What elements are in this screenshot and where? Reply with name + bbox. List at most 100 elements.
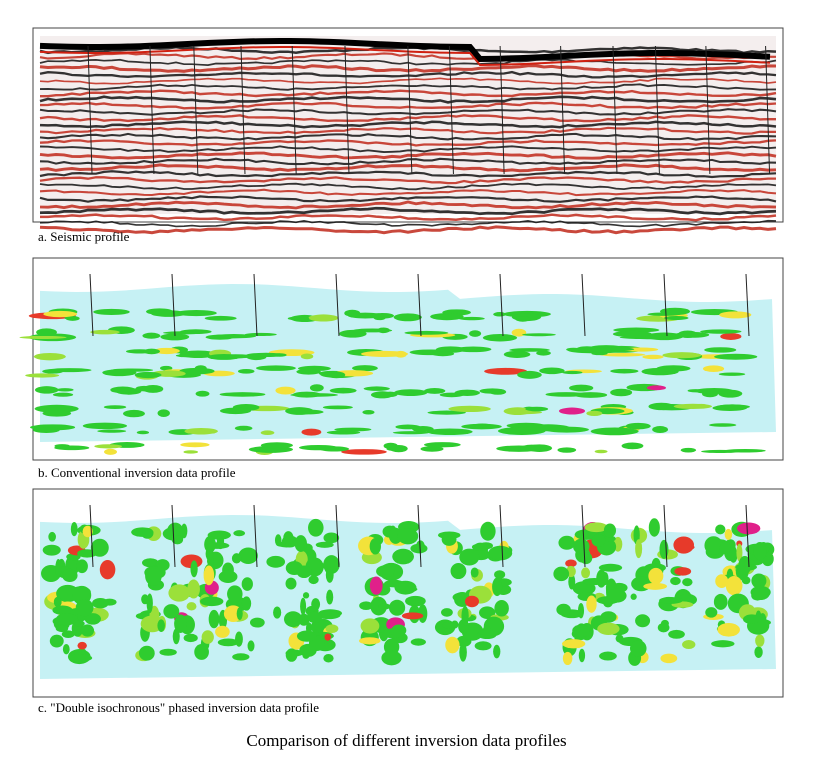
inversion-blob xyxy=(459,642,467,662)
inversion-blob xyxy=(219,392,266,397)
inversion-blob xyxy=(652,426,669,434)
inversion-blob xyxy=(49,634,64,648)
inversion-blob xyxy=(558,535,576,550)
inversion-blob xyxy=(61,630,75,639)
inversion-blob xyxy=(296,368,321,375)
inversion-blob xyxy=(323,532,340,544)
seismic-reflector xyxy=(40,89,777,98)
inversion-blob xyxy=(183,450,199,454)
inversion-blob xyxy=(238,547,258,564)
inversion-blob xyxy=(591,351,608,356)
inversion-blob xyxy=(344,309,361,317)
inversion-blob xyxy=(586,595,597,613)
seismic-reflector xyxy=(39,182,777,191)
inversion-blob xyxy=(207,353,241,360)
inversion-blob xyxy=(194,644,209,660)
seismic-reflector xyxy=(39,170,777,179)
inversion-blob xyxy=(241,577,253,591)
well-trace xyxy=(149,45,155,175)
inversion-blob xyxy=(704,536,723,555)
inversion-blob xyxy=(301,428,322,436)
inversion-blob xyxy=(494,570,506,579)
inversion-blob xyxy=(404,330,449,335)
well-trace xyxy=(581,504,586,568)
seismic-reflector xyxy=(39,132,777,141)
inversion-blob xyxy=(741,576,751,585)
inversion-blob xyxy=(142,558,159,568)
inversion-blob xyxy=(102,369,137,377)
inversion-blob xyxy=(470,567,479,578)
inversion-blob xyxy=(308,518,324,537)
inversion-blob xyxy=(674,567,692,576)
inversion-blob xyxy=(56,388,74,392)
inversion-blob xyxy=(180,442,210,448)
inversion-blob xyxy=(630,593,637,600)
seismic-reflector xyxy=(39,145,777,154)
inversion-blob xyxy=(296,630,317,642)
inversion-blob xyxy=(325,567,334,583)
inversion-blob xyxy=(656,365,691,372)
inversion-blob xyxy=(308,314,339,322)
inversion-blob xyxy=(352,365,378,372)
inversion-blob xyxy=(241,596,252,611)
inversion-blob xyxy=(34,404,79,413)
inversion-blob xyxy=(123,409,145,418)
inversion-blob xyxy=(439,392,464,398)
inversion-blob xyxy=(266,555,286,568)
seismic-reflector xyxy=(39,157,777,166)
inversion-blob xyxy=(484,367,528,375)
inversion-blob xyxy=(54,445,90,451)
well-trace xyxy=(499,273,504,337)
inversion-blob xyxy=(234,425,253,431)
inversion-blob xyxy=(19,335,67,339)
well-trace xyxy=(87,45,93,175)
inversion-blob xyxy=(76,559,88,574)
inversion-blob xyxy=(729,547,738,563)
inversion-blob xyxy=(394,350,407,358)
seismic-reflector xyxy=(39,77,777,85)
seismic-reflector xyxy=(39,176,776,185)
inversion-blob xyxy=(591,534,606,547)
well-trace xyxy=(253,504,258,568)
inversion-blob xyxy=(603,523,617,538)
inversion-blob xyxy=(200,596,224,607)
inversion-blob xyxy=(283,611,303,628)
seismic-reflector xyxy=(39,206,777,216)
inversion-blob xyxy=(168,584,190,602)
inversion-blob xyxy=(670,576,681,586)
inversion-blob xyxy=(482,334,518,342)
inversion-blob xyxy=(274,534,282,547)
inversion-blob xyxy=(700,329,742,334)
inversion-blob xyxy=(621,442,644,450)
well-trace xyxy=(499,45,505,175)
well-trace xyxy=(89,273,94,337)
inversion-blob xyxy=(464,595,480,608)
inversion-blob xyxy=(358,637,381,645)
inversion-blob xyxy=(469,330,482,337)
inversion-blob xyxy=(503,407,532,416)
inversion-blob xyxy=(273,606,282,619)
inversion-blob xyxy=(55,559,62,578)
inversion-blob xyxy=(300,597,307,616)
well-trace xyxy=(171,504,176,568)
inversion-blob xyxy=(43,310,78,318)
inversion-blob xyxy=(493,312,507,317)
inversion-blob xyxy=(526,424,571,432)
inversion-blob xyxy=(705,607,718,618)
inversion-blob xyxy=(474,641,492,651)
inversion-blob xyxy=(131,527,154,537)
inversion-blob xyxy=(423,442,461,448)
seismic-reflector xyxy=(39,188,777,197)
well-trace xyxy=(745,273,750,337)
inversion-blob xyxy=(659,539,669,559)
inversion-blob xyxy=(459,548,480,566)
inversion-blob xyxy=(104,448,117,455)
inversion-blob xyxy=(232,653,250,661)
inversion-blob xyxy=(715,404,750,409)
seismic-reflector xyxy=(39,108,777,116)
inversion-blob xyxy=(285,648,298,662)
inversion-blob xyxy=(34,386,59,394)
inversion-blob xyxy=(572,624,590,638)
inversion-blob xyxy=(573,538,590,554)
